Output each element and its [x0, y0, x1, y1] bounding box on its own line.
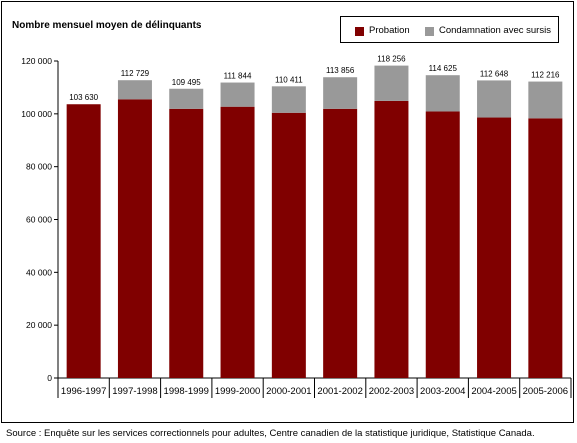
bar-total-label: 113 856 — [326, 66, 355, 75]
source-note: Source : Enquête sur les services correc… — [6, 428, 535, 439]
bar-probation — [477, 117, 512, 378]
x-tick-label: 2004-2005 — [471, 386, 516, 397]
bar-sursis — [323, 77, 358, 109]
y-tick-label: 100 000 — [21, 109, 52, 119]
bar-probation — [323, 108, 358, 379]
bar-probation — [374, 100, 409, 379]
legend-swatch-probation — [355, 27, 364, 36]
bar-sursis — [374, 65, 409, 101]
bar-total-label: 114 625 — [429, 64, 458, 73]
x-tick-label: 2002-2003 — [369, 386, 414, 397]
x-tick-label: 2005-2006 — [523, 386, 568, 397]
bar-sursis — [117, 80, 152, 100]
bar-probation — [271, 112, 306, 378]
y-tick-label: 40 000 — [26, 267, 52, 277]
x-tick-label: 1997-1998 — [112, 386, 157, 397]
bar-sursis — [220, 82, 255, 107]
x-tick-label: 1996-1997 — [61, 386, 106, 397]
bar-total-label: 112 729 — [121, 69, 150, 78]
bar-sursis — [271, 86, 306, 113]
bar-probation — [66, 104, 101, 378]
bar-probation — [528, 118, 563, 379]
bar-probation — [220, 106, 255, 378]
bar-sursis — [169, 88, 204, 109]
y-tick-label: 80 000 — [26, 162, 52, 172]
y-axis-title: Nombre mensuel moyen de délinquants — [12, 20, 202, 31]
bar-probation — [117, 99, 152, 378]
bar-total-label: 103 630 — [69, 93, 98, 102]
bar-sursis — [528, 81, 563, 119]
bar-sursis — [477, 80, 512, 118]
bar-total-label: 109 495 — [172, 78, 201, 87]
x-tick-label: 1999-2000 — [215, 386, 260, 397]
bar-probation — [425, 111, 460, 378]
y-tick-label: 120 000 — [21, 56, 52, 66]
legend-label-probation: Probation — [369, 25, 410, 36]
bar-total-label: 112 648 — [480, 69, 509, 78]
bar-total-label: 111 844 — [224, 72, 252, 81]
bar-probation — [169, 108, 204, 379]
legend: Probation Condamnation avec sursis — [340, 16, 559, 43]
x-tick-label: 2001-2002 — [317, 386, 362, 397]
bar-total-label: 110 411 — [275, 75, 303, 84]
y-tick-label: 60 000 — [26, 215, 52, 225]
legend-label-sursis: Condamnation avec sursis — [439, 25, 551, 36]
bar-total-label: 112 216 — [531, 71, 560, 80]
y-tick-label: 20 000 — [26, 320, 52, 330]
legend-swatch-sursis — [425, 27, 434, 36]
y-tick-label: 0 — [47, 373, 52, 383]
x-tick-label: 2000-2001 — [266, 386, 311, 397]
x-tick-label: 1998-1999 — [164, 386, 209, 397]
bar-total-label: 118 256 — [377, 55, 406, 64]
bar-sursis — [425, 75, 460, 112]
x-tick-label: 2003-2004 — [420, 386, 465, 397]
